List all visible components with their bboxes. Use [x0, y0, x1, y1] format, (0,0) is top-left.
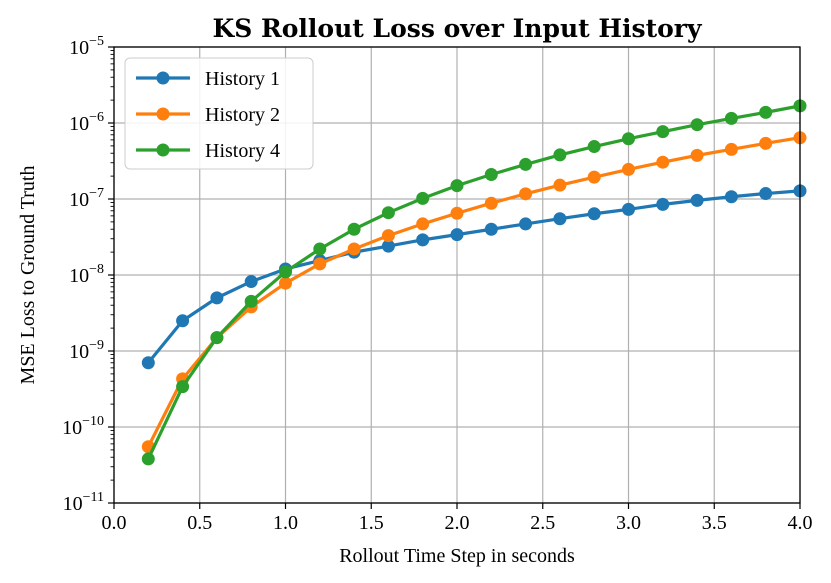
y-tick-exponent: −5: [89, 34, 104, 49]
data-point: [176, 314, 190, 328]
y-tick-base: 10: [69, 265, 89, 287]
y-tick-label: 10−9: [69, 338, 104, 363]
legend-marker: [156, 107, 170, 121]
data-point: [381, 239, 395, 253]
legend-label: History 2: [205, 104, 280, 126]
x-tick-label: 4.0: [788, 512, 813, 534]
y-tick-base: 10: [69, 113, 89, 135]
y-tick-base: 10: [69, 341, 89, 363]
data-point: [759, 105, 773, 119]
data-point: [519, 157, 533, 171]
data-point: [622, 202, 635, 216]
data-point: [622, 132, 635, 146]
legend: History 1 History 2 History 4: [124, 57, 314, 170]
data-point: [381, 206, 395, 220]
data-point: [244, 294, 258, 308]
data-point: [279, 276, 292, 290]
y-tick-exponent: −11: [83, 490, 104, 505]
data-point: [347, 242, 361, 256]
data-point: [450, 206, 464, 220]
data-point: [690, 118, 704, 132]
data-point: [622, 162, 635, 176]
legend-box: [124, 57, 314, 170]
data-point: [141, 452, 155, 466]
x-tick-label: 0.0: [102, 512, 127, 534]
data-point: [759, 187, 773, 201]
data-point: [484, 196, 498, 210]
y-tick-exponent: −8: [89, 262, 104, 277]
data-point: [519, 217, 533, 231]
y-axis-label: MSE Loss to Ground Truth: [17, 166, 39, 385]
data-point: [279, 265, 292, 279]
data-point: [656, 155, 670, 169]
x-tick-label: 2.5: [530, 512, 555, 534]
data-point: [244, 275, 258, 289]
x-tick-label: 0.5: [187, 512, 212, 534]
y-tick-exponent: −7: [89, 186, 104, 201]
data-point: [176, 380, 190, 394]
data-point: [484, 168, 498, 182]
chart-title: KS Rollout Loss over Input History: [212, 14, 702, 43]
y-tick-exponent: −10: [82, 414, 104, 429]
series-line-2: [146, 136, 801, 448]
y-tick-base: 10: [69, 189, 89, 211]
data-point: [759, 136, 773, 150]
y-tick-label: 10−10: [62, 414, 104, 439]
plot-lines: [141, 99, 807, 466]
data-point: [141, 356, 155, 370]
data-point: [313, 242, 327, 256]
data-point: [553, 148, 567, 162]
y-tick-label: 10−7: [69, 186, 104, 211]
y-tick-label: 10−6: [69, 110, 104, 135]
data-point: [416, 217, 430, 231]
data-point: [313, 257, 327, 271]
legend-marker: [156, 71, 170, 85]
data-point: [724, 190, 738, 204]
x-axis-label: Rollout Time Step in seconds: [339, 545, 575, 567]
data-point: [587, 207, 601, 221]
data-point: [690, 148, 704, 162]
data-point: [416, 233, 430, 247]
y-tick-label: 10−8: [69, 262, 104, 287]
y-tick-exponent: −9: [89, 338, 104, 353]
data-point: [381, 229, 395, 243]
y-tick-label: 10−11: [63, 490, 104, 515]
legend-label: History 1: [205, 68, 280, 90]
x-tick-label: 3.0: [616, 512, 641, 534]
y-tick-exponent: −6: [89, 110, 104, 125]
x-tick-label: 1.0: [273, 512, 298, 534]
data-point: [656, 197, 670, 211]
data-point: [587, 170, 601, 184]
x-axis-ticks: 0.0 0.5 1.0 1.5 2.0 2.5 3.0 3.5 4.0: [102, 503, 813, 534]
data-point: [587, 140, 601, 154]
legend-marker: [156, 143, 170, 157]
x-tick-label: 1.5: [359, 512, 384, 534]
data-point: [450, 179, 464, 193]
y-tick-label: 10−5: [69, 34, 104, 59]
data-point: [690, 193, 704, 207]
x-tick-label: 2.0: [445, 512, 470, 534]
data-point: [450, 228, 464, 242]
data-point: [553, 178, 567, 192]
data-point: [724, 142, 738, 156]
series-line-1: [147, 189, 801, 364]
data-point: [656, 125, 670, 139]
grid: [113, 46, 801, 504]
data-point: [210, 291, 224, 305]
y-tick-base: 10: [62, 417, 82, 439]
data-point: [724, 111, 738, 125]
data-point: [553, 212, 567, 226]
data-point: [519, 187, 533, 201]
data-point: [416, 191, 430, 205]
data-point: [210, 331, 224, 345]
legend-label: History 4: [205, 140, 280, 162]
data-point: [484, 222, 498, 236]
y-tick-base: 10: [63, 493, 83, 515]
x-tick-label: 3.5: [702, 512, 727, 534]
data-point: [347, 222, 361, 236]
y-tick-base: 10: [69, 37, 89, 59]
